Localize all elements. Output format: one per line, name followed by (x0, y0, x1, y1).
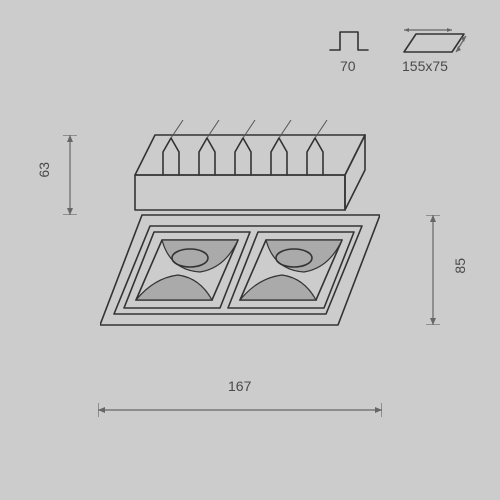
dim-width (98, 398, 382, 422)
footprint-icon-label: 155x75 (402, 58, 448, 74)
dim-width-label: 167 (228, 378, 251, 394)
cutout-icon (328, 28, 372, 54)
diagram-canvas: 70 155x75 (0, 0, 500, 500)
dim-height-upper (55, 135, 85, 215)
product-drawing (100, 110, 380, 345)
dim-height-total (418, 215, 448, 325)
cutout-icon-label: 70 (340, 58, 356, 74)
dim-height-total-label: 85 (452, 258, 468, 274)
dim-height-upper-label: 63 (36, 162, 52, 178)
footprint-icon (390, 26, 468, 56)
